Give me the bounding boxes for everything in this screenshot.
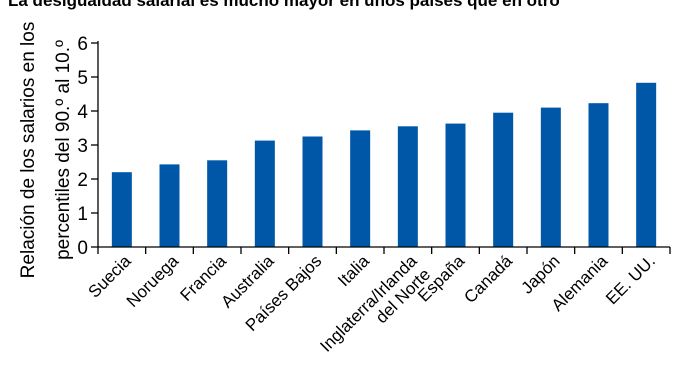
bar [493, 113, 513, 247]
y-tick-label: 0 [77, 238, 88, 259]
axes [98, 41, 670, 247]
bar [160, 164, 180, 247]
x-tick-label: Japón [517, 251, 563, 297]
x-tick-label: Canadá [460, 251, 516, 307]
y-axis-title-line: percentiles del 90.º al 10.º [53, 40, 74, 260]
bar [303, 137, 323, 248]
bar [446, 124, 466, 247]
bar [541, 108, 561, 247]
x-tick-label: EE. UU. [602, 251, 659, 308]
bars [112, 83, 656, 247]
x-tick-label: Italia [334, 251, 373, 290]
y-tick-label: 2 [77, 170, 88, 191]
y-axis-title-line: Relación de los salarios en los [18, 22, 39, 279]
bar [207, 160, 227, 247]
y-tick-label: 6 [77, 34, 88, 55]
y-tick-label: 4 [77, 102, 88, 123]
bar [112, 172, 132, 247]
x-tick-label: Noruega [123, 251, 183, 311]
bar [398, 126, 418, 247]
y-axis-title: Relación de los salarios en los percentil… [18, 22, 74, 279]
bar [636, 83, 656, 247]
y-tick-label: 3 [77, 136, 88, 157]
x-tick-label: Inglaterra/Irlandadel Norte [316, 251, 434, 369]
bar [350, 130, 370, 247]
y-tick-label: 5 [77, 68, 88, 89]
y-axis: 0 1 2 3 4 5 6 [77, 34, 98, 259]
bar [589, 103, 609, 247]
bar [255, 141, 275, 247]
y-tick-label: 1 [77, 204, 88, 225]
